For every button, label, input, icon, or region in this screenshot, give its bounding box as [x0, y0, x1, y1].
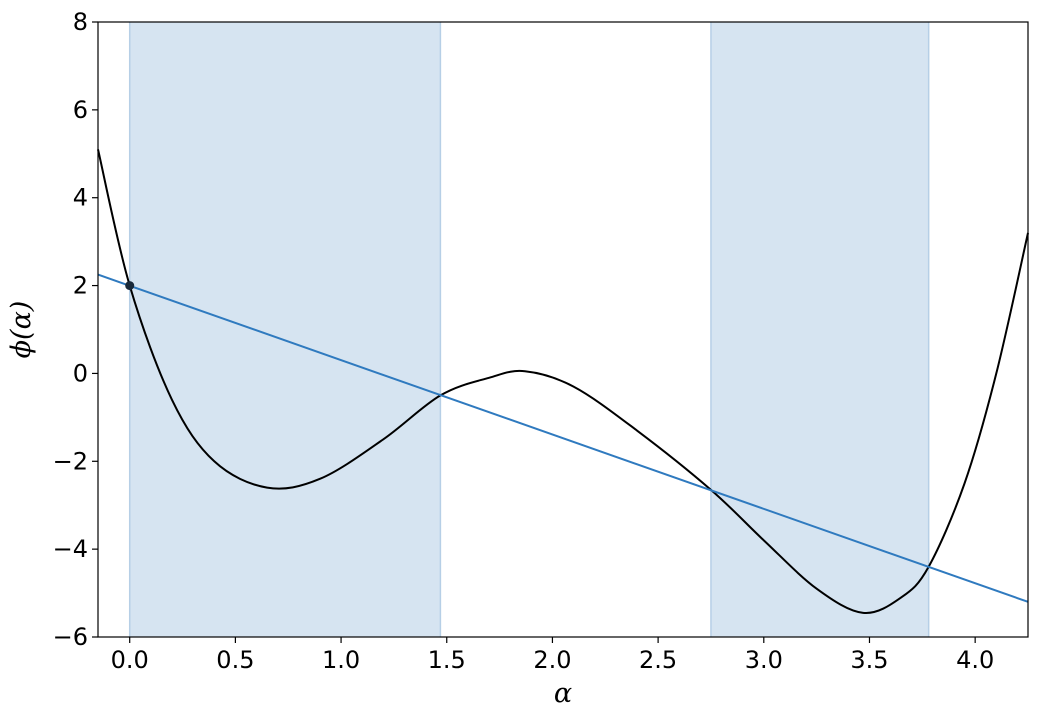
series-line-1: [97, 273, 1029, 603]
plot-frame: [97, 21, 1029, 638]
series-group: [97, 149, 1029, 614]
series-line-0: [97, 149, 1029, 614]
shaded-regions: [128, 22, 930, 637]
x-tick-label: 2.5: [639, 646, 677, 674]
shaded-region-1: [710, 22, 929, 637]
y-tick-label: 0: [73, 359, 88, 387]
x-tick-label: 1.0: [322, 646, 360, 674]
x-tick-label: 2.0: [533, 646, 571, 674]
y-tick-label: 6: [73, 96, 88, 124]
x-tick-label: 0.5: [216, 646, 254, 674]
y-axis-label: ϕ(α): [6, 301, 37, 359]
x-tick-label: 0.0: [111, 646, 149, 674]
y-tick-label: −6: [53, 623, 88, 651]
x-tick-label: 3.0: [745, 646, 783, 674]
x-tick-label: 3.5: [850, 646, 888, 674]
x-axis-ticks: 0.0 0.5 1.0 1.5 2.0 2.5 3.0 3.5 4.0: [111, 637, 994, 674]
x-axis-label: α: [554, 678, 572, 709]
y-tick-label: 4: [73, 184, 88, 212]
x-tick-label: 1.5: [428, 646, 466, 674]
shaded-region-0: [129, 22, 441, 637]
y-tick-label: 8: [73, 8, 88, 36]
x-tick-label: 4.0: [956, 646, 994, 674]
y-tick-label: 2: [73, 272, 88, 300]
y-tick-label: −2: [53, 447, 88, 475]
y-axis-ticks: −6 −4 −2 0 2 4 6 8: [53, 8, 98, 651]
y-tick-label: −4: [53, 535, 88, 563]
marker-group: [125, 281, 135, 291]
data-point-0: [125, 281, 135, 291]
